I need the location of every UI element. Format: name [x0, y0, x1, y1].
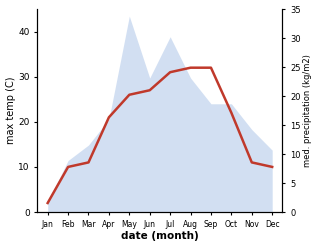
X-axis label: date (month): date (month) — [121, 231, 199, 242]
Y-axis label: max temp (C): max temp (C) — [5, 77, 16, 144]
Y-axis label: med. precipitation (kg/m2): med. precipitation (kg/m2) — [303, 54, 313, 167]
